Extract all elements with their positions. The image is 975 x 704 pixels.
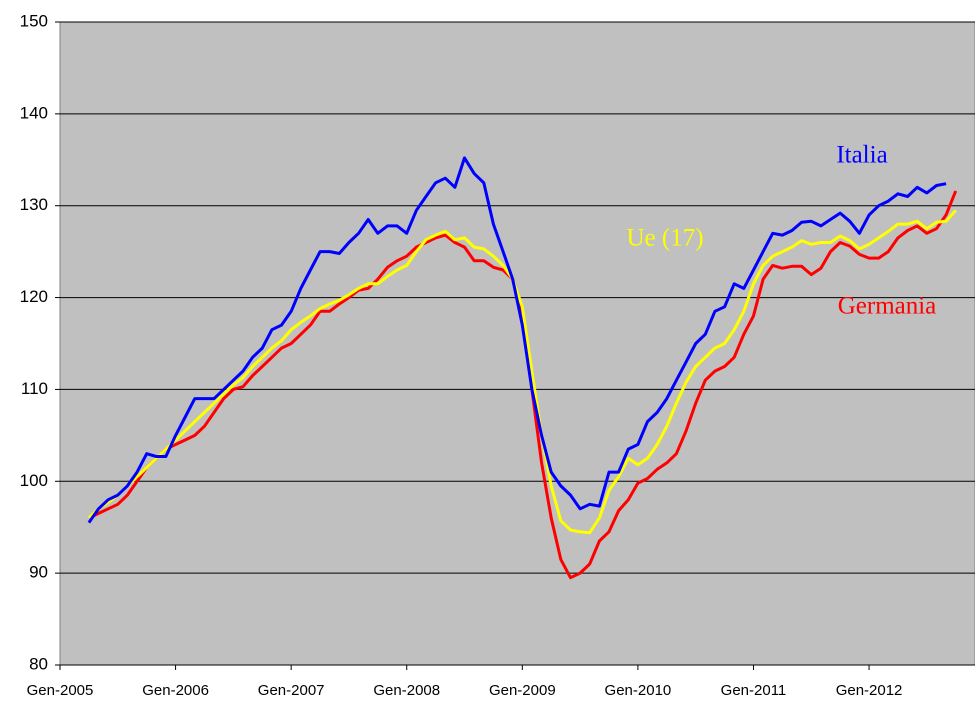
x-tick-label: Gen-2006 bbox=[142, 682, 209, 699]
x-tick-label: Gen-2012 bbox=[836, 682, 903, 699]
y-tick-label: 80 bbox=[29, 654, 48, 673]
y-tick-label: 140 bbox=[20, 103, 48, 122]
x-tick-label: Gen-2009 bbox=[489, 682, 556, 699]
x-tick-label: Gen-2007 bbox=[258, 682, 325, 699]
y-tick-label: 90 bbox=[29, 563, 48, 582]
y-tick-label: 150 bbox=[20, 11, 48, 30]
y-tick-label: 120 bbox=[20, 287, 48, 306]
y-tick-label: 130 bbox=[20, 195, 48, 214]
series-line bbox=[87, 156, 947, 524]
x-tick-label: Gen-2011 bbox=[721, 682, 787, 699]
plot-area bbox=[59, 21, 975, 666]
x-tick-label: Gen-2008 bbox=[373, 682, 440, 699]
x-tick-label: Gen-2010 bbox=[605, 682, 672, 699]
x-tick-label: Gen-2005 bbox=[27, 682, 94, 699]
series-label: Italia bbox=[836, 142, 887, 169]
y-tick-label: 100 bbox=[20, 471, 48, 490]
y-tick-label: 110 bbox=[21, 379, 48, 398]
series-line bbox=[87, 209, 957, 535]
series-label: Ue (17) bbox=[626, 225, 703, 252]
series-label: Germania bbox=[838, 293, 937, 320]
